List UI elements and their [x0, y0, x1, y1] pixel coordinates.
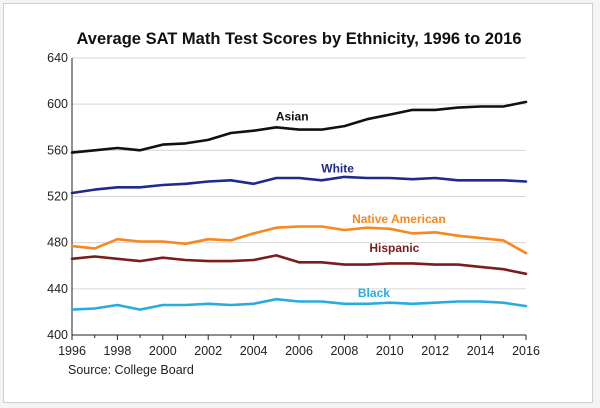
series-line-black: [70, 297, 528, 311]
gridlines: [72, 57, 526, 290]
y-tick-label: 560: [47, 143, 68, 157]
y-tick-label: 600: [47, 97, 68, 111]
y-tick-label: 400: [47, 328, 68, 342]
series-label-asian: Asian: [276, 109, 309, 123]
x-tick-label: 2000: [149, 344, 177, 358]
chart-frame: Average SAT Math Test Scores by Ethnicit…: [3, 3, 593, 403]
series-label-black: Black: [358, 286, 390, 300]
series-labels: Asian White Native American Hispanic Black: [276, 109, 446, 300]
line-chart: Average SAT Math Test Scores by Ethnicit…: [47, 30, 540, 377]
series-line-asian: [70, 100, 528, 154]
x-tick-label: 2002: [194, 344, 222, 358]
x-tick-label: 2006: [285, 344, 313, 358]
chart-source: Source: College Board: [68, 363, 194, 377]
series-lines: [70, 100, 528, 311]
y-tick-label: 520: [47, 190, 68, 204]
x-tick-label: 2012: [421, 344, 449, 358]
series-line-native-american: [70, 225, 528, 255]
x-tick-label: 2014: [467, 344, 495, 358]
series-label-white: White: [321, 161, 354, 175]
y-tick-label: 440: [47, 282, 68, 296]
x-tick-label: 2004: [240, 344, 268, 358]
y-tick-label: 480: [47, 236, 68, 250]
series-label-native-american: Native American: [352, 212, 446, 226]
chart-title: Average SAT Math Test Scores by Ethnicit…: [76, 30, 521, 48]
y-tick-label: 640: [47, 51, 68, 65]
axes: 400 440 480 520 560 600 640 1996 1998 2000 2002 200…: [47, 51, 540, 358]
x-tick-label: 2016: [512, 344, 540, 358]
series-label-hispanic: Hispanic: [369, 241, 419, 255]
x-tick-label: 2010: [376, 344, 404, 358]
x-tick-label: 2008: [330, 344, 358, 358]
x-tick-label: 1998: [103, 344, 131, 358]
series-line-white: [70, 175, 528, 195]
x-tick-label: 1996: [58, 344, 86, 358]
series-line-hispanic: [70, 254, 528, 276]
